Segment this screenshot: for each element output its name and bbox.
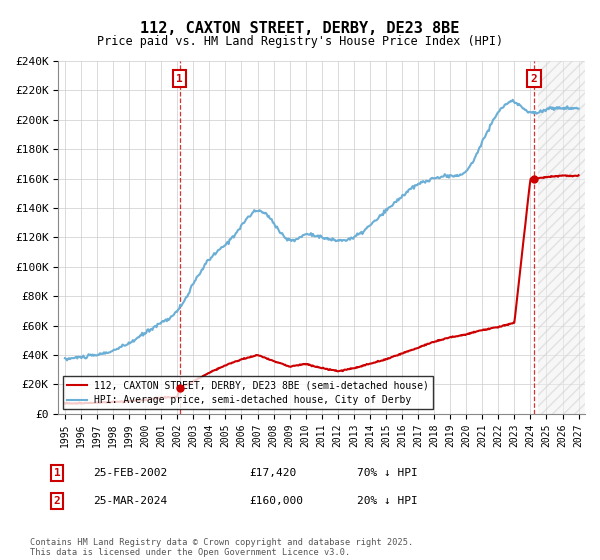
Text: 1: 1 bbox=[176, 73, 183, 83]
Text: £160,000: £160,000 bbox=[249, 496, 303, 506]
Text: Contains HM Land Registry data © Crown copyright and database right 2025.
This d: Contains HM Land Registry data © Crown c… bbox=[30, 538, 413, 557]
Text: 1: 1 bbox=[53, 468, 61, 478]
Text: £17,420: £17,420 bbox=[249, 468, 296, 478]
Text: 2: 2 bbox=[531, 73, 538, 83]
Text: 25-FEB-2002: 25-FEB-2002 bbox=[93, 468, 167, 478]
Text: 20% ↓ HPI: 20% ↓ HPI bbox=[357, 496, 418, 506]
Text: 70% ↓ HPI: 70% ↓ HPI bbox=[357, 468, 418, 478]
Text: 25-MAR-2024: 25-MAR-2024 bbox=[93, 496, 167, 506]
Text: 2: 2 bbox=[53, 496, 61, 506]
Text: 112, CAXTON STREET, DERBY, DE23 8BE: 112, CAXTON STREET, DERBY, DE23 8BE bbox=[140, 21, 460, 36]
Legend: 112, CAXTON STREET, DERBY, DE23 8BE (semi-detached house), HPI: Average price, s: 112, CAXTON STREET, DERBY, DE23 8BE (sem… bbox=[64, 376, 433, 409]
Text: Price paid vs. HM Land Registry's House Price Index (HPI): Price paid vs. HM Land Registry's House … bbox=[97, 35, 503, 48]
